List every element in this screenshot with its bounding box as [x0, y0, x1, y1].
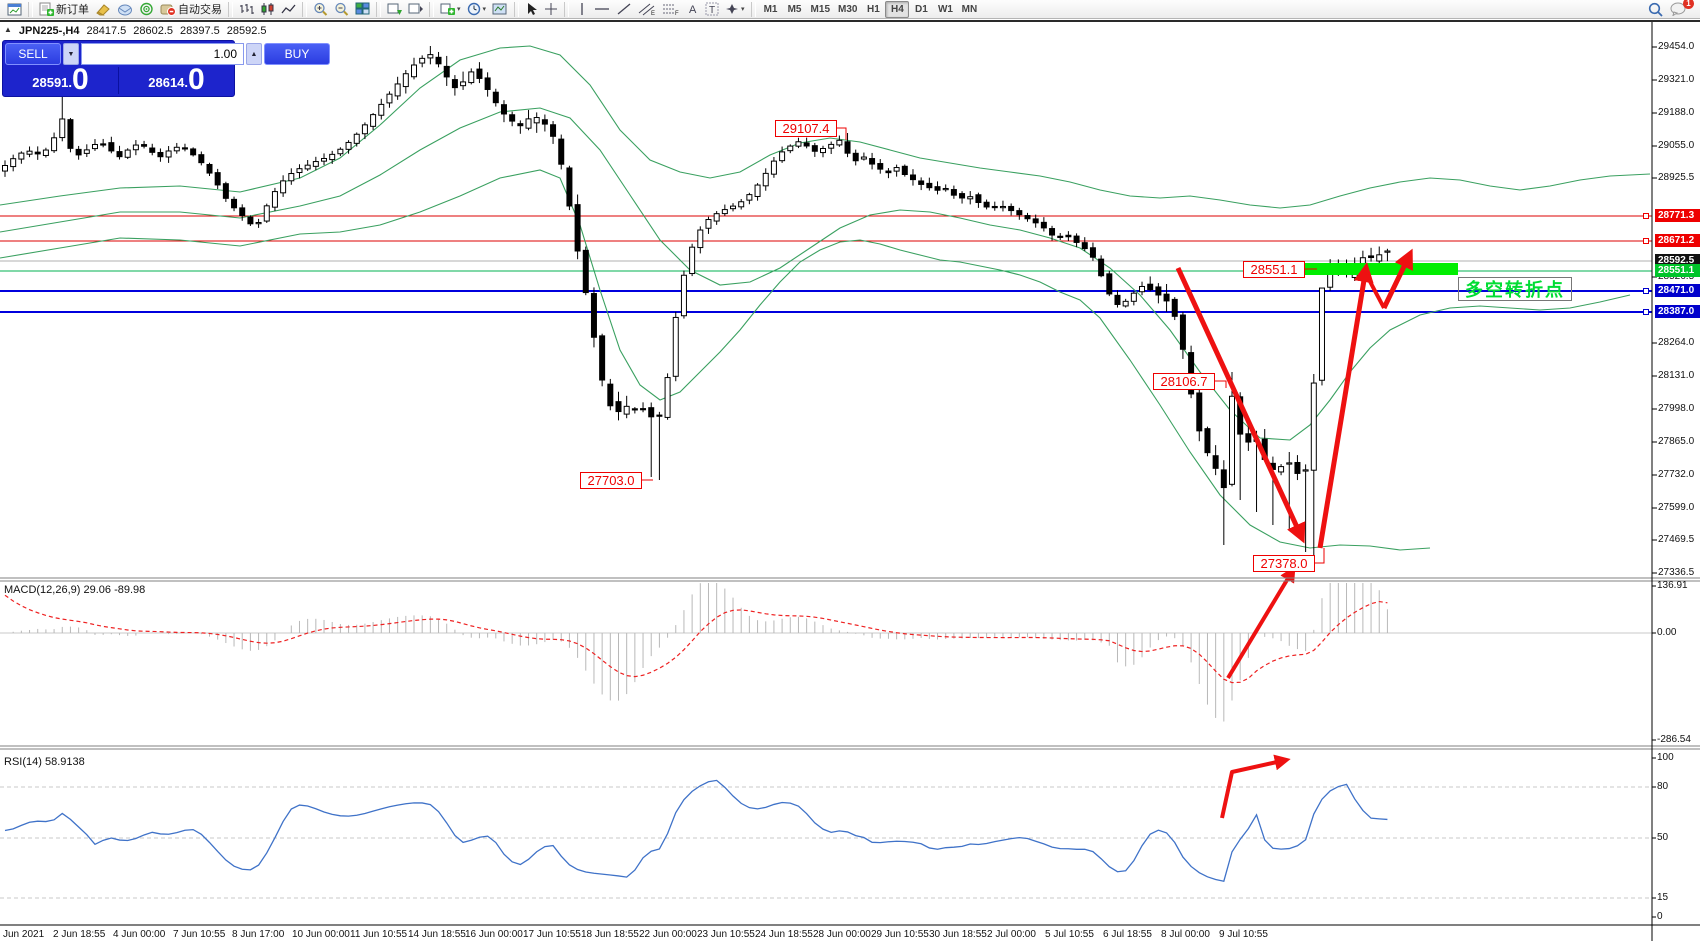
autotrade-label: 自动交易 [178, 4, 222, 16]
equidistant-channel-tool[interactable]: E [635, 1, 659, 18]
svg-text:A: A [689, 4, 697, 16]
buy-price-main: 28614. [148, 75, 189, 90]
cursor-tool[interactable] [522, 1, 541, 18]
chart-window-icon[interactable] [4, 1, 25, 18]
separator [228, 1, 233, 17]
tile-windows-icon[interactable] [352, 1, 373, 18]
text-label-tool[interactable]: T [702, 1, 722, 18]
buy-button[interactable]: BUY [264, 43, 330, 65]
arrange-charts-icon[interactable] [384, 1, 405, 18]
macd-pane-splitter[interactable] [0, 578, 1652, 585]
trendline-tool[interactable] [613, 1, 635, 18]
dropdown-caret: ▾ [482, 6, 487, 13]
svg-text:T: T [709, 5, 715, 16]
separator [750, 1, 756, 17]
separator [302, 1, 307, 17]
bar-chart-icon[interactable] [236, 1, 257, 18]
timeframe-D1[interactable]: D1 [915, 3, 928, 15]
divider [118, 67, 119, 94]
time-scale[interactable] [0, 926, 1652, 943]
annotation-price-label[interactable]: 29107.4 [775, 120, 837, 137]
rsi-pane-splitter[interactable] [0, 746, 1652, 753]
text-tool[interactable]: A [683, 1, 702, 18]
sell-price-big-digit: 0 [72, 63, 89, 96]
separator [28, 1, 33, 17]
timeframe-switcher: M1 M5 M15 M30 H1 H4 D1 W1 MN [759, 0, 982, 18]
notification-badge: 1 [1683, 0, 1694, 9]
dropdown-caret: ▾ [741, 6, 745, 13]
timeframe-W1[interactable]: W1 [937, 3, 953, 15]
shapes-tool[interactable]: ▾ [722, 1, 748, 18]
timeframe-H4[interactable]: H4 [885, 0, 910, 18]
timeframe-M15[interactable]: M15 [810, 3, 830, 15]
svg-text:E: E [651, 11, 655, 16]
timeframe-M1[interactable]: M1 [763, 3, 778, 15]
new-order-button[interactable]: 新订单 [36, 1, 92, 18]
broadcast-icon[interactable] [136, 1, 157, 18]
price-scale[interactable] [1652, 22, 1700, 925]
timeframe-MN[interactable]: MN [961, 3, 978, 15]
buy-price[interactable]: 28614. 0 [119, 63, 234, 96]
chart-shift-icon[interactable] [405, 1, 426, 18]
templates-icon[interactable] [489, 1, 511, 18]
crosshair-tool[interactable] [541, 1, 561, 18]
search-icon[interactable] [1645, 1, 1667, 18]
volume-decrease-button[interactable]: ▼ [63, 43, 79, 65]
separator [429, 1, 434, 17]
candlestick-chart-icon[interactable] [257, 1, 278, 18]
mail-icon[interactable] [114, 1, 136, 18]
annotation-price-label[interactable]: 28106.7 [1153, 373, 1215, 390]
separator [564, 1, 570, 17]
notifications-button[interactable]: 1 [1667, 0, 1694, 18]
separator [514, 1, 520, 17]
annotation-price-label[interactable]: 27378.0 [1253, 555, 1315, 572]
one-click-trade-panel: SELL ▼ ▲ BUY 28591. 0 28614. 0 [2, 40, 330, 97]
new-order-label: 新订单 [56, 4, 89, 16]
sell-price-main: 28591. [32, 75, 73, 90]
volume-input[interactable] [81, 43, 244, 65]
eraser-icon[interactable] [92, 1, 114, 18]
timeframe-M5[interactable]: M5 [787, 3, 802, 15]
timeframe-H1[interactable]: H1 [867, 3, 880, 15]
sell-price[interactable]: 28591. 0 [3, 63, 118, 96]
buy-price-big-digit: 0 [188, 63, 205, 96]
annotation-price-label[interactable]: 28551.1 [1243, 261, 1305, 278]
timeframe-M30[interactable]: M30 [838, 3, 858, 15]
horizontal-line-tool[interactable] [591, 1, 613, 18]
separator [376, 1, 381, 17]
svg-text:F: F [675, 11, 679, 16]
annotation-price-label[interactable]: 27703.0 [580, 472, 642, 489]
period-clock-button[interactable]: ▾ [464, 1, 490, 18]
autotrade-button[interactable]: 自动交易 [157, 1, 225, 18]
dropdown-caret: ▾ [457, 6, 461, 13]
zoom-out-icon[interactable] [331, 1, 352, 18]
fibonacci-tool[interactable]: F [659, 1, 683, 18]
vertical-line-tool[interactable] [572, 1, 591, 18]
add-indicator-button[interactable]: ▾ [437, 1, 464, 18]
sell-button[interactable]: SELL [5, 43, 61, 65]
line-chart-icon[interactable] [278, 1, 299, 18]
zoom-in-icon[interactable] [310, 1, 331, 18]
window-border [0, 20, 1700, 22]
volume-increase-button[interactable]: ▲ [246, 43, 262, 65]
toolbar: 新订单 自动交易 [0, 0, 1700, 19]
